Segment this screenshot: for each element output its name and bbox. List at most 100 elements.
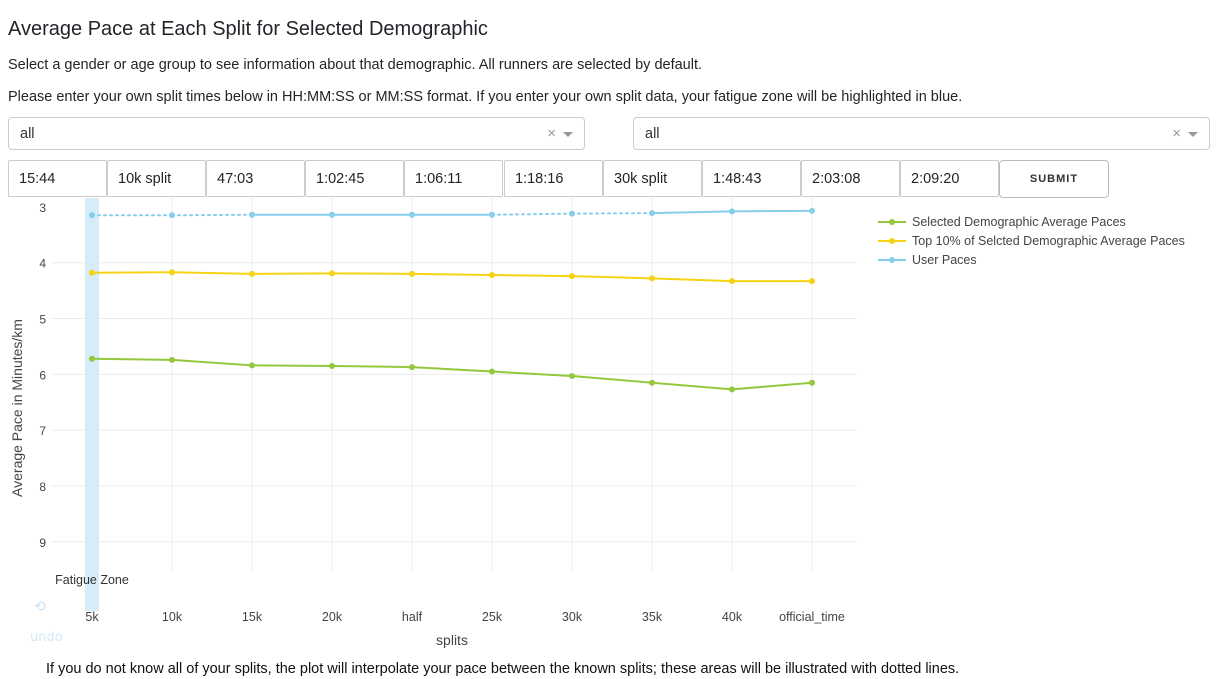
- split-input-5k[interactable]: [8, 160, 107, 197]
- y-tick-label: 4: [39, 257, 46, 271]
- series-2-point: [649, 210, 655, 217]
- series-2-segment: [171, 213, 253, 217]
- footnote: If you do not know all of your splits, t…: [46, 661, 960, 677]
- series-0-segment: [651, 381, 733, 391]
- series-0-point: [729, 386, 735, 393]
- legend-label: User Paces: [912, 253, 977, 267]
- series-1-point: [569, 273, 575, 280]
- series-0-point: [809, 379, 815, 386]
- split-input-half[interactable]: [404, 160, 503, 197]
- series-0-point: [489, 368, 495, 375]
- x-axis-title: splits: [436, 632, 468, 648]
- series-0-point: [249, 362, 255, 369]
- undo-icon[interactable]: ⟲: [34, 598, 46, 614]
- x-tick-label: 10k: [162, 610, 183, 624]
- legend-marker: [889, 219, 895, 225]
- fatigue-zone-band: [85, 198, 99, 611]
- x-tick-label: 15k: [242, 610, 263, 624]
- y-tick-label: 7: [39, 424, 46, 438]
- gender-dropdown-arrow-icon[interactable]: [563, 132, 573, 137]
- series-0-segment: [571, 375, 653, 384]
- y-axis-title: Average Pace in Minutes/km: [9, 319, 25, 497]
- series-1-point: [169, 269, 175, 276]
- gender-clear-icon[interactable]: ×: [547, 125, 556, 142]
- series-2-point: [409, 211, 415, 218]
- split-input-30k[interactable]: [603, 160, 702, 197]
- series-1-segment: [331, 272, 413, 275]
- legend-label: Selected Demographic Average Paces: [912, 215, 1126, 229]
- chart-series: [89, 207, 815, 393]
- page-title: Average Pace at Each Split for Selected …: [8, 18, 488, 40]
- series-1-point: [329, 270, 335, 277]
- split-input-40k[interactable]: [801, 160, 900, 197]
- series-1-segment: [491, 274, 573, 278]
- series-1-point: [249, 270, 255, 277]
- series-0-point: [329, 362, 335, 369]
- legend-marker: [889, 257, 895, 263]
- legend-marker: [889, 238, 895, 244]
- split-input-10k[interactable]: [107, 160, 206, 197]
- age-group-clear-icon[interactable]: ×: [1172, 125, 1181, 142]
- series-0-segment: [251, 364, 333, 367]
- series-2-segment: [571, 212, 653, 215]
- series-0-point: [409, 364, 415, 371]
- split-input-15k[interactable]: [206, 160, 305, 197]
- series-1-segment: [171, 271, 253, 275]
- chart-grid: [52, 198, 857, 573]
- series-2-point: [249, 211, 255, 218]
- legend-label: Top 10% of Selcted Demographic Average P…: [912, 234, 1185, 248]
- series-2-point: [89, 212, 95, 219]
- gender-select-value: all: [20, 126, 35, 142]
- split-input-20k[interactable]: [305, 160, 404, 197]
- series-2-point: [169, 212, 175, 219]
- age-group-select-value: all: [645, 126, 660, 142]
- x-tick-label: 5k: [85, 610, 99, 624]
- series-1-point: [729, 278, 735, 285]
- age-group-select[interactable]: all ×: [633, 117, 1210, 150]
- y-tick-label: 3: [39, 201, 46, 215]
- age-group-dropdown-arrow-icon[interactable]: [1188, 132, 1198, 137]
- series-1-segment: [571, 275, 653, 280]
- undo-button[interactable]: undo: [30, 630, 63, 645]
- series-2-segment: [491, 212, 573, 216]
- series-1-point: [649, 275, 655, 282]
- series-2-point: [809, 207, 815, 214]
- series-2-segment: [651, 210, 733, 215]
- series-0-point: [89, 355, 95, 362]
- split-input-25k[interactable]: [504, 160, 603, 197]
- series-0-segment: [331, 364, 413, 369]
- series-2-point: [729, 208, 735, 215]
- series-0-point: [569, 373, 575, 380]
- series-2-segment: [731, 209, 813, 213]
- submit-button[interactable]: SUBMIT: [999, 160, 1109, 198]
- series-0-segment: [171, 358, 253, 367]
- x-tick-label: official_time: [779, 610, 845, 624]
- fatigue-zone-layer: [85, 198, 99, 611]
- split-instructions: Please enter your own split times below …: [8, 89, 963, 105]
- demographic-instructions: Select a gender or age group to see info…: [8, 57, 703, 73]
- series-0-segment: [491, 370, 573, 378]
- fatigue-zone-label: Fatigue Zone: [55, 573, 129, 587]
- series-0-point: [169, 356, 175, 363]
- y-tick-label: 8: [39, 480, 46, 494]
- series-0-segment: [91, 357, 173, 361]
- x-tick-label: 20k: [322, 610, 343, 624]
- series-1-segment: [651, 277, 733, 283]
- pace-chart: 3 4 5 6 7 8 9 5k 10k 15k 20k half 25k 30k 35k 40k offic…: [9, 198, 1185, 648]
- series-0-segment: [731, 381, 813, 391]
- series-1-segment: [251, 272, 333, 275]
- gender-select[interactable]: all ×: [8, 117, 585, 150]
- chart-annotations: Fatigue Zone: [55, 573, 129, 587]
- x-tick-label: 25k: [482, 610, 503, 624]
- series-2-point: [329, 211, 335, 218]
- series-0-point: [649, 379, 655, 386]
- series-2-point: [569, 210, 575, 217]
- y-axis-ticks: 3 4 5 6 7 8 9: [39, 201, 46, 550]
- x-tick-label: half: [402, 610, 423, 624]
- x-tick-label: 30k: [562, 610, 583, 624]
- split-input-35k[interactable]: [702, 160, 801, 197]
- chart-legend: Selected Demographic Average Paces Top 10…: [878, 215, 1185, 267]
- split-input-official-time[interactable]: [900, 160, 999, 197]
- x-axis-ticks: 5k 10k 15k 20k half 25k 30k 35k 40k official_time: [85, 610, 845, 624]
- series-0-segment: [411, 366, 493, 373]
